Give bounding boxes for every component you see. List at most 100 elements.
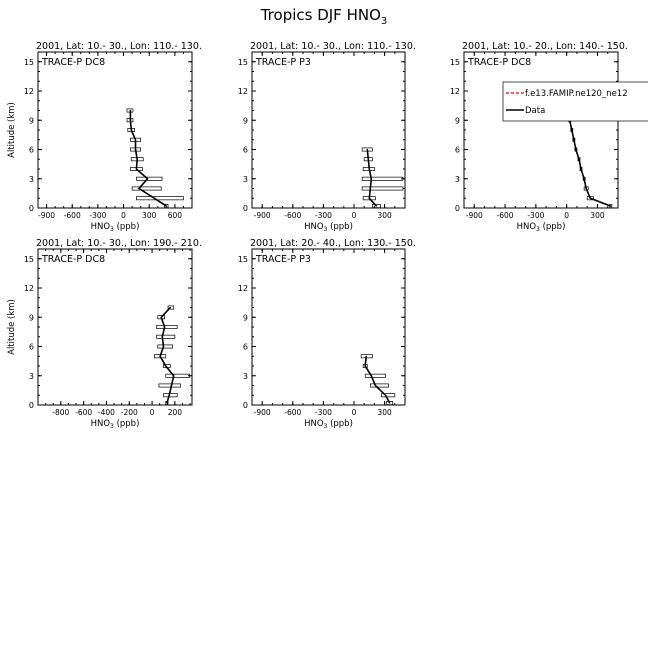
data-point (374, 384, 377, 387)
data-point (575, 148, 577, 151)
legend-model-label: f.e13.FAMIP.ne120_ne12 (525, 89, 628, 99)
x-tick-label: 300 (142, 211, 157, 220)
data-point (129, 109, 131, 112)
error-bar (136, 176, 163, 181)
y-tick-label: 6 (243, 146, 248, 155)
data-point (366, 148, 368, 151)
error-bar (361, 186, 404, 191)
data-point (165, 365, 167, 367)
data-point (153, 197, 155, 199)
x-tick-label: 200 (168, 408, 183, 417)
y-tick-label: 3 (29, 175, 34, 184)
data-point (375, 205, 378, 207)
campaign-label: TRACE-P DC8 (41, 57, 105, 68)
x-tick-label: 300 (590, 211, 605, 220)
data-point (367, 158, 369, 160)
x-tick-label: 300 (377, 211, 392, 220)
campaign-label: TRACE-P P3 (255, 57, 311, 68)
x-tick-label: -800 (52, 408, 69, 417)
data-line (129, 110, 167, 207)
y-tick-label: 15 (24, 58, 34, 67)
data-point (589, 197, 591, 199)
error-bar (165, 373, 191, 378)
data-point (573, 139, 575, 141)
plot-frame (251, 51, 406, 209)
data-point (585, 187, 587, 190)
data-point (135, 168, 137, 170)
error-bar (156, 334, 176, 339)
panel-header: 2001, Lat: 10.- 30., Lon: 190.- 210. (36, 238, 202, 249)
data-point (134, 139, 137, 141)
x-tick-label: -400 (98, 408, 115, 417)
y-tick-label: 9 (243, 313, 248, 322)
data-point (161, 336, 163, 338)
error-bar (364, 373, 386, 378)
campaign-label: TRACE-P DC8 (467, 57, 531, 68)
x-axis-label: HNO3 (ppb) (91, 222, 140, 233)
x-axis-label: HNO3 (ppb) (304, 419, 353, 430)
y-tick-label: 12 (450, 87, 460, 96)
y-tick-label: 6 (29, 146, 34, 155)
panel-header: 2001, Lat: 10.- 30., Lon: 110.- 130. (250, 41, 416, 52)
error-bar (157, 344, 173, 349)
y-tick-label: 12 (24, 284, 34, 293)
chart-panel-2: 2001, Lat: 10.- 30., Lon: 110.- 130. TRAC… (238, 41, 416, 233)
data-point (159, 355, 161, 357)
data-point (134, 148, 137, 151)
data-point (389, 402, 391, 404)
error-bar (369, 383, 390, 388)
y-tick-label: 9 (243, 116, 248, 125)
figure-title: Tropics DJF HNO3 (0, 6, 648, 27)
x-tick-label: -600 (75, 408, 92, 417)
y-tick-label: 9 (29, 313, 34, 322)
x-tick-label: -300 (315, 408, 332, 417)
y-tick-label: 12 (238, 284, 248, 293)
error-bar (167, 305, 175, 310)
x-tick-label: -900 (254, 408, 271, 417)
plot-frame (37, 248, 193, 406)
chart-panel-3: 2001, Lat: 10.- 20., Lon: 140.- 150. TRAC… (450, 41, 648, 233)
x-axis-label: HNO3 (ppb) (517, 222, 566, 233)
data-point (138, 187, 140, 190)
x-tick-label: -300 (89, 211, 106, 220)
y-tick-label: 15 (24, 255, 34, 264)
y-tick-label: 9 (455, 116, 460, 125)
y-tick-label: 0 (455, 204, 460, 213)
data-point (369, 187, 371, 190)
data-point (165, 205, 167, 207)
error-bar (372, 204, 381, 208)
x-tick-label: -600 (64, 211, 81, 220)
y-tick-label: 12 (24, 87, 34, 96)
data-point (160, 316, 162, 318)
data-point (173, 375, 175, 377)
data-line (568, 110, 612, 207)
data-point (169, 306, 171, 309)
data-point (129, 119, 131, 121)
data-line (364, 356, 391, 404)
x-tick-label: -900 (254, 211, 271, 220)
error-bar (136, 196, 184, 201)
y-tick-label: 3 (455, 175, 460, 184)
y-tick-label: 0 (243, 401, 248, 410)
x-tick-label: -900 (38, 211, 55, 220)
campaign-label: TRACE-P DC8 (41, 254, 105, 265)
y-tick-label: 15 (450, 58, 460, 67)
data-point (166, 402, 168, 404)
error-bar (156, 325, 178, 329)
panel-header: 2001, Lat: 10.- 20., Lon: 140.- 150. (462, 41, 628, 52)
data-point (164, 326, 166, 328)
data-point (170, 384, 173, 387)
y-axis-label: Altitude (km) (7, 299, 17, 355)
legend-box (502, 81, 648, 122)
x-tick-label: -600 (284, 211, 301, 220)
x-tick-label: 0 (564, 211, 569, 220)
data-point (146, 178, 149, 180)
x-axis-label: HNO3 (ppb) (91, 419, 140, 430)
legend: f.e13.FAMIP.ne120_ne12 Data (502, 81, 648, 122)
x-tick-label: -300 (527, 211, 544, 220)
data-point (136, 158, 138, 160)
x-tick-label: 0 (352, 408, 357, 417)
x-tick-label: -600 (497, 211, 514, 220)
y-tick-label: 0 (29, 401, 34, 410)
